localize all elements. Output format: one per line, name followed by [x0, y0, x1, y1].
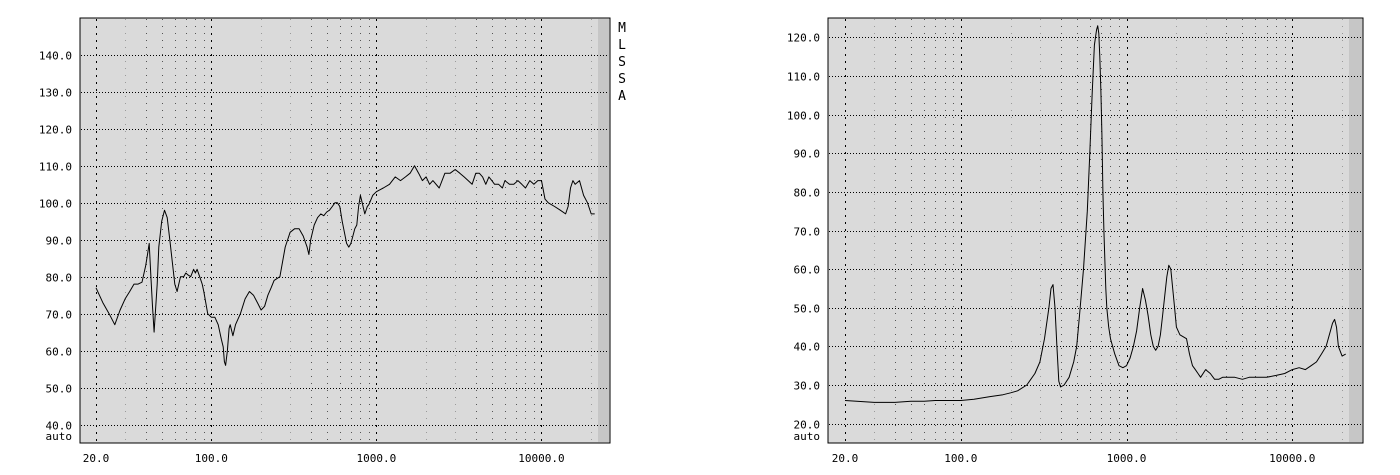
plot-end-strip — [598, 19, 609, 442]
side-label-letter: A — [618, 89, 626, 104]
y-tick-label: 80.0 — [794, 187, 821, 200]
y-tick-label: 80.0 — [46, 272, 73, 285]
side-label-letter: S — [618, 55, 626, 70]
x-tick-label: 20.0 — [83, 452, 110, 465]
y-auto-label: auto — [794, 430, 821, 443]
y-tick-label: 90.0 — [794, 148, 821, 161]
y-auto-label: auto — [46, 430, 73, 443]
series-line-0 — [844, 25, 1346, 403]
y-tick-label: 40.0 — [794, 341, 821, 354]
y-tick-label: 60.0 — [46, 346, 73, 359]
y-tick-label: 120.0 — [39, 124, 72, 137]
side-label-letter: L — [618, 38, 626, 53]
y-tick-label: 70.0 — [46, 309, 73, 322]
side-label-letter: S — [618, 72, 626, 87]
x-tick-label: 100.0 — [944, 452, 977, 465]
y-tick-label: 50.0 — [46, 383, 73, 396]
plot-end-strip — [1349, 19, 1362, 442]
plot-area — [827, 17, 1364, 444]
x-tick-label: 20.0 — [832, 452, 859, 465]
x-tick-label: 10000.0 — [518, 452, 564, 465]
y-tick-label: 30.0 — [794, 380, 821, 393]
series-line-0 — [95, 165, 595, 366]
y-tick-label: 90.0 — [46, 235, 73, 248]
y-tick-label: 100.0 — [787, 110, 820, 123]
y-tick-label: 40.0 — [46, 420, 73, 433]
x-tick-label: 10000.0 — [1269, 452, 1315, 465]
y-tick-label: 130.0 — [39, 87, 72, 100]
chart-right: 20.0 30.0 40.0 50.0 60.0 70.0 80.0 90.0 100.0 110… — [787, 17, 1364, 465]
y-tick-label: 110.0 — [39, 161, 72, 174]
y-tick-label: 50.0 — [794, 303, 821, 316]
plot-area — [79, 17, 611, 444]
chart-left: 40.0 50.0 60.0 70.0 80.0 90.0 100.0 110.0 120.0 1… — [39, 17, 626, 465]
y-tick-label: 100.0 — [39, 198, 72, 211]
y-tick-label: 140.0 — [39, 50, 72, 63]
y-tick-label: 20.0 — [794, 419, 821, 432]
x-tick-label: 1000.0 — [357, 452, 397, 465]
x-tick-label: 100.0 — [195, 452, 228, 465]
x-tick-label: 1000.0 — [1107, 452, 1147, 465]
y-tick-label: 110.0 — [787, 71, 820, 84]
y-tick-label: 120.0 — [787, 32, 820, 45]
y-tick-label: 70.0 — [794, 226, 821, 239]
side-label-letter: M — [618, 21, 626, 36]
y-tick-label: 60.0 — [794, 264, 821, 277]
